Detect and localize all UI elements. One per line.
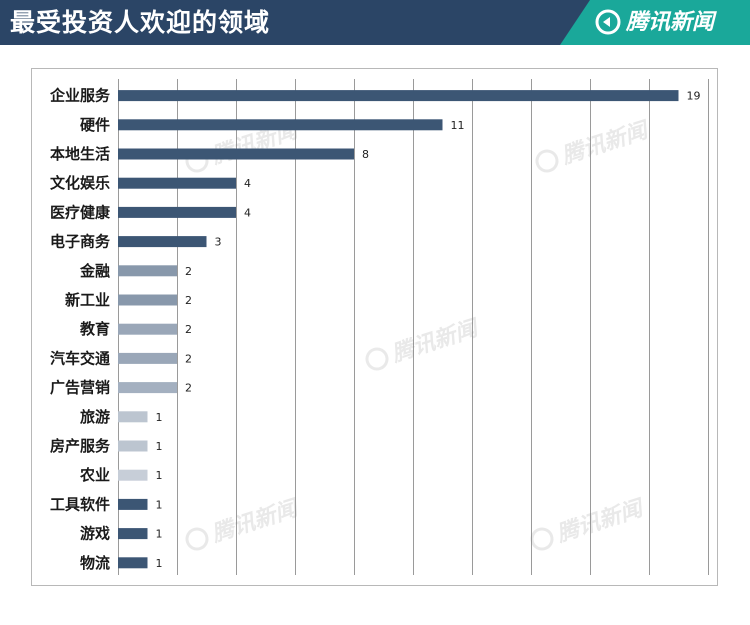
category-label: 游戏 [80,525,110,543]
bar [118,528,148,540]
value-label: 1 [156,469,163,482]
tencent-news-logo-icon [595,9,621,35]
bar [118,498,148,510]
category-label: 工具软件 [50,495,110,513]
watermark-text: 腾讯新闻 [208,495,304,548]
bar [118,352,177,364]
bar [118,148,354,160]
bar [118,294,177,306]
watermark-text: 腾讯新闻 [558,117,654,170]
category-label: 硬件 [80,116,110,134]
grid-lines [118,79,709,575]
brand-panel [560,0,750,45]
category-label: 新工业 [65,291,110,309]
value-label: 1 [156,528,163,541]
value-label: 2 [185,323,192,336]
watermark: 腾讯新闻 [530,495,649,551]
watermark-logo-icon [530,527,554,551]
chart-panel: 腾讯新闻 腾讯新闻 腾讯新闻 腾讯新闻 腾讯新闻 企业服务 19 硬件 11 本地生活 8 文化娱乐… [31,68,718,586]
header-bar: 最受投资人欢迎的领域 腾讯新闻 [0,0,750,45]
category-label: 企业服务 [49,87,111,105]
bar [118,177,236,189]
bar [118,323,177,335]
value-label: 19 [687,90,701,103]
category-label: 广告营销 [50,379,110,397]
value-label: 1 [156,557,163,570]
bar [118,265,177,277]
watermark: 腾讯新闻 [185,495,304,551]
bar [118,236,207,248]
value-label: 1 [156,440,163,453]
bar [118,440,148,452]
category-label: 教育 [79,320,110,338]
value-label: 1 [156,411,163,424]
bar [118,557,148,569]
bars [118,90,679,569]
value-label: 2 [185,382,192,395]
bar [118,382,177,394]
category-label: 汽车交通 [50,349,110,367]
watermark-logo-icon [185,527,209,551]
category-label: 电子商务 [50,233,111,251]
value-label: 4 [244,206,251,219]
value-label: 2 [185,294,192,307]
value-label: 4 [244,177,251,190]
value-label: 1 [156,498,163,511]
watermark-text: 腾讯新闻 [388,315,484,368]
value-label: 2 [185,352,192,365]
category-label: 房产服务 [50,437,111,455]
watermark: 腾讯新闻 [365,315,484,371]
watermark-text: 腾讯新闻 [553,495,649,548]
bar [118,411,148,423]
bar [118,90,679,102]
category-label: 旅游 [80,408,110,426]
bar [118,119,443,131]
category-label: 农业 [79,466,110,484]
brand-name: 腾讯新闻 [626,10,715,35]
category-label: 文化娱乐 [50,174,110,192]
category-label: 本地生活 [50,145,110,163]
value-label: 3 [215,236,222,249]
value-label: 11 [451,119,465,132]
category-label: 金融 [79,262,110,280]
watermark-logo-icon [535,149,559,173]
watermark: 腾讯新闻 [535,117,654,173]
category-label: 医疗健康 [50,203,111,221]
watermark-logo-icon [365,347,389,371]
value-label: 2 [185,265,192,278]
category-label: 物流 [80,554,110,572]
bar [118,469,148,481]
page-title: 最受投资人欢迎的领域 [10,8,271,37]
bar [118,206,236,218]
value-label: 8 [362,148,369,161]
